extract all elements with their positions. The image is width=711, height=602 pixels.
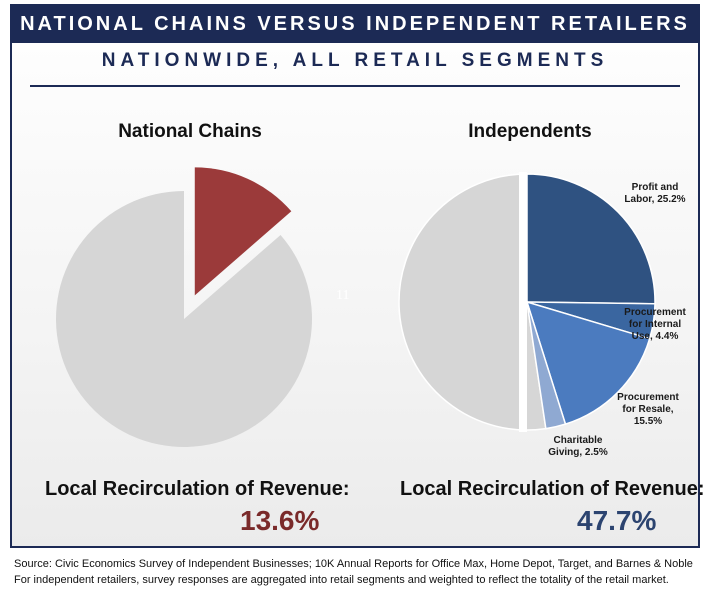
pie-slice-0-0	[194, 167, 292, 296]
source-line-2: For independent retailers, survey respon…	[14, 574, 669, 586]
national-recirculation-value: 13.6%	[240, 505, 320, 536]
center-mark: 11	[336, 288, 350, 303]
chart-subtitle: NATIONWIDE, ALL RETAIL SEGMENTS	[101, 50, 609, 71]
independent-recirculation-value: 47.7%	[577, 505, 657, 536]
pie-slice-0-1	[56, 191, 313, 447]
pie-slice-top-1-0	[526, 173, 656, 305]
independent-recirculation-label: Local Recirculation of Revenue:	[400, 478, 705, 500]
pie-label-1-2: Procurement for Resale, 15.5%	[617, 392, 679, 427]
pie-label-1-1: Procurement for Internal Use, 4.4%	[624, 307, 686, 342]
source-line-1: Source: Civic Economics Survey of Indepe…	[14, 558, 693, 570]
source-note: Source: Civic Economics Survey of Indepe…	[14, 556, 704, 588]
pie-label-1-3: Charitable Giving, 2.5%	[548, 435, 608, 458]
subtitle-rule	[30, 85, 680, 87]
pie-title-national-chains: National Chains	[118, 121, 262, 142]
national-recirculation-label: Local Recirculation of Revenue:	[45, 478, 350, 500]
chart-title: NATIONAL CHAINS VERSUS INDEPENDENT RETAI…	[12, 6, 698, 43]
pie-title-independents: Independents	[468, 121, 592, 142]
pie-slice-top-1-2	[525, 300, 651, 426]
pie-slice-1-4	[398, 173, 547, 431]
pie-slice-top-1-3	[526, 301, 567, 430]
pie-label-1-0: Profit and Labor, 25.2%	[624, 182, 685, 205]
